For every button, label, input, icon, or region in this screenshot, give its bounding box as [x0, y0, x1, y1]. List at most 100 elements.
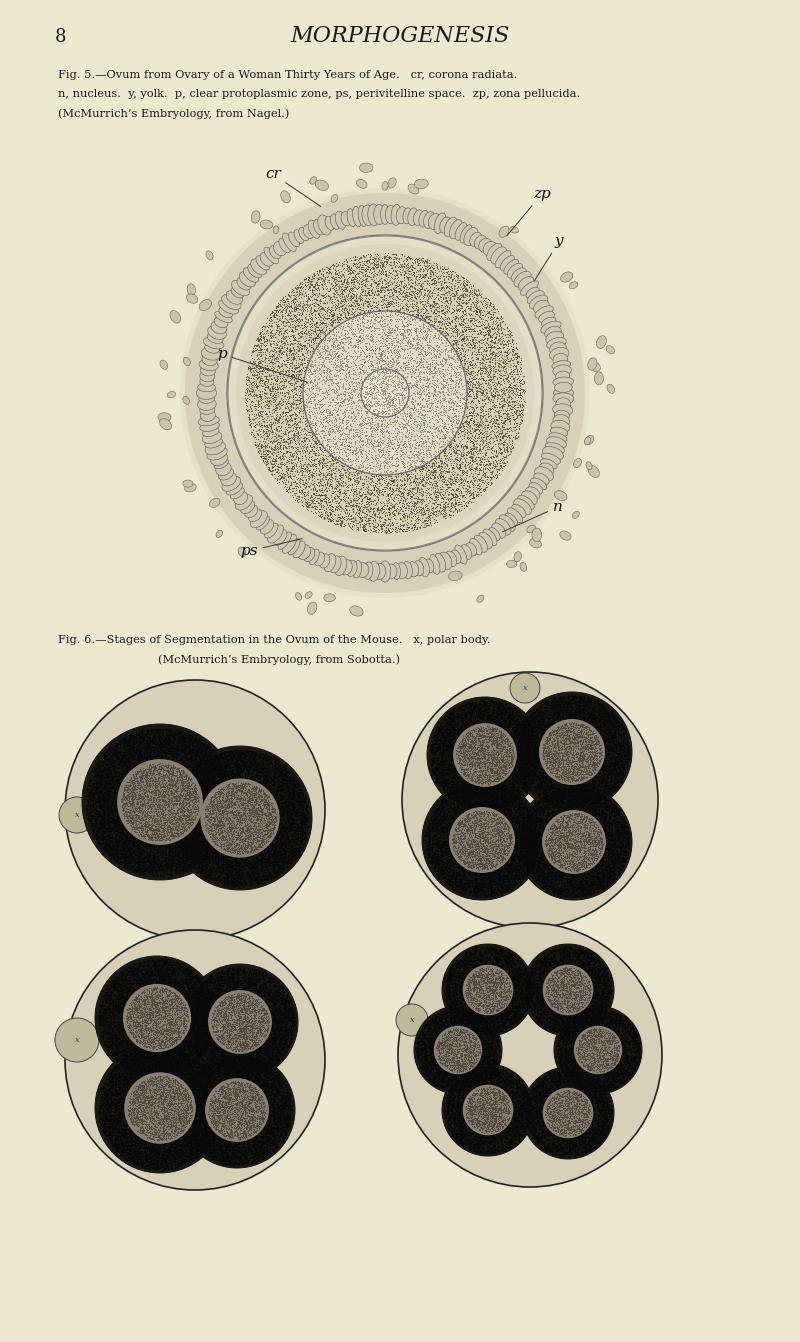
- Point: [264, 968, 277, 989]
- Point: [595, 1127, 608, 1149]
- Point: [270, 334, 282, 356]
- Point: [573, 750, 586, 772]
- Point: [428, 824, 441, 845]
- Point: [384, 251, 397, 272]
- Point: [348, 376, 361, 397]
- Point: [436, 809, 449, 831]
- Point: [548, 823, 561, 844]
- Point: [568, 821, 581, 843]
- Point: [355, 427, 368, 448]
- Point: [459, 774, 472, 796]
- Point: [414, 420, 427, 442]
- Point: [247, 1025, 260, 1047]
- Point: [181, 804, 194, 825]
- Point: [601, 994, 614, 1016]
- Point: [141, 951, 154, 973]
- Point: [442, 772, 454, 793]
- Point: [262, 840, 274, 862]
- Point: [384, 386, 397, 408]
- Point: [176, 729, 189, 750]
- Point: [454, 1024, 466, 1045]
- Point: [187, 1119, 200, 1141]
- Point: [534, 841, 547, 863]
- Point: [480, 1063, 493, 1084]
- Point: [493, 803, 506, 824]
- Point: [318, 340, 331, 361]
- Point: [511, 762, 524, 784]
- Point: [596, 858, 609, 879]
- Point: [258, 985, 270, 1006]
- Point: [567, 687, 580, 709]
- Point: [202, 792, 214, 813]
- Point: [440, 503, 453, 525]
- Point: [474, 1134, 486, 1155]
- Point: [292, 820, 305, 841]
- Point: [601, 815, 614, 836]
- Point: [549, 694, 562, 715]
- Point: [495, 713, 508, 734]
- Point: [220, 761, 233, 782]
- Point: [600, 1029, 613, 1051]
- Point: [214, 872, 227, 894]
- Point: [578, 1024, 590, 1045]
- Point: [478, 1000, 491, 1021]
- Point: [502, 393, 514, 415]
- Point: [573, 1110, 586, 1131]
- Point: [210, 871, 222, 892]
- Point: [121, 1092, 134, 1114]
- Point: [181, 1004, 194, 1025]
- Point: [339, 340, 352, 361]
- Point: [258, 1099, 270, 1121]
- Point: [485, 958, 498, 980]
- Point: [554, 1024, 566, 1045]
- Point: [541, 1002, 554, 1024]
- Point: [305, 353, 318, 374]
- Point: [442, 341, 454, 362]
- Point: [162, 807, 174, 828]
- Point: [190, 792, 203, 813]
- Point: [571, 1045, 584, 1067]
- Point: [546, 742, 559, 764]
- Point: [124, 824, 137, 845]
- Point: [462, 411, 475, 432]
- Point: [323, 401, 336, 423]
- Point: [395, 381, 408, 403]
- Point: [214, 1127, 227, 1149]
- Point: [260, 797, 273, 819]
- Point: [373, 374, 386, 396]
- Point: [409, 382, 422, 404]
- Point: [264, 341, 277, 362]
- Point: [475, 1133, 488, 1154]
- Point: [474, 435, 486, 456]
- Point: [407, 399, 420, 420]
- Point: [219, 1127, 232, 1149]
- Point: [179, 835, 192, 856]
- Point: [190, 788, 203, 809]
- Point: [412, 353, 425, 374]
- Point: [444, 715, 457, 737]
- Point: [609, 847, 622, 868]
- Point: [246, 982, 258, 1004]
- Point: [568, 863, 581, 884]
- Point: [369, 323, 382, 345]
- Point: [458, 809, 470, 831]
- Point: [453, 415, 466, 436]
- Point: [490, 721, 503, 742]
- Point: [271, 981, 284, 1002]
- Point: [557, 943, 570, 965]
- Point: [537, 849, 550, 871]
- Point: [205, 804, 218, 825]
- Point: [516, 833, 529, 855]
- Point: [562, 1008, 575, 1029]
- Point: [581, 1091, 594, 1113]
- Point: [357, 455, 370, 476]
- Point: [457, 1060, 470, 1082]
- Point: [545, 843, 558, 864]
- Point: [574, 1055, 586, 1076]
- Point: [230, 1059, 243, 1080]
- Point: [467, 1037, 480, 1059]
- Point: [202, 1100, 215, 1122]
- Point: [458, 875, 470, 896]
- Point: [141, 1008, 154, 1029]
- Point: [558, 980, 570, 1001]
